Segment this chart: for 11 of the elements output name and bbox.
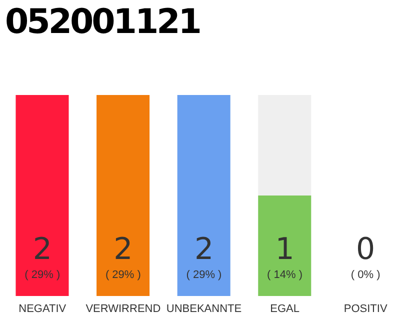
x-tick-label: EGAL <box>270 302 300 315</box>
data-label: 2 ( 29% ) <box>24 232 62 283</box>
x-tick-label: UNBEKANNTE <box>166 302 242 315</box>
data-label: 2 ( 29% ) <box>104 232 142 283</box>
x-tick-label: NEGATIV <box>18 302 67 315</box>
x-tick-label: POSITIV <box>344 302 388 315</box>
data-label: 2 ( 29% ) <box>185 232 223 283</box>
chart-title: 052001121 <box>5 2 200 42</box>
data-label: 0 ( 0% ) <box>350 232 382 283</box>
x-tick-label: VERWIRREND <box>86 302 161 315</box>
data-label: 1 ( 14% ) <box>266 232 304 283</box>
